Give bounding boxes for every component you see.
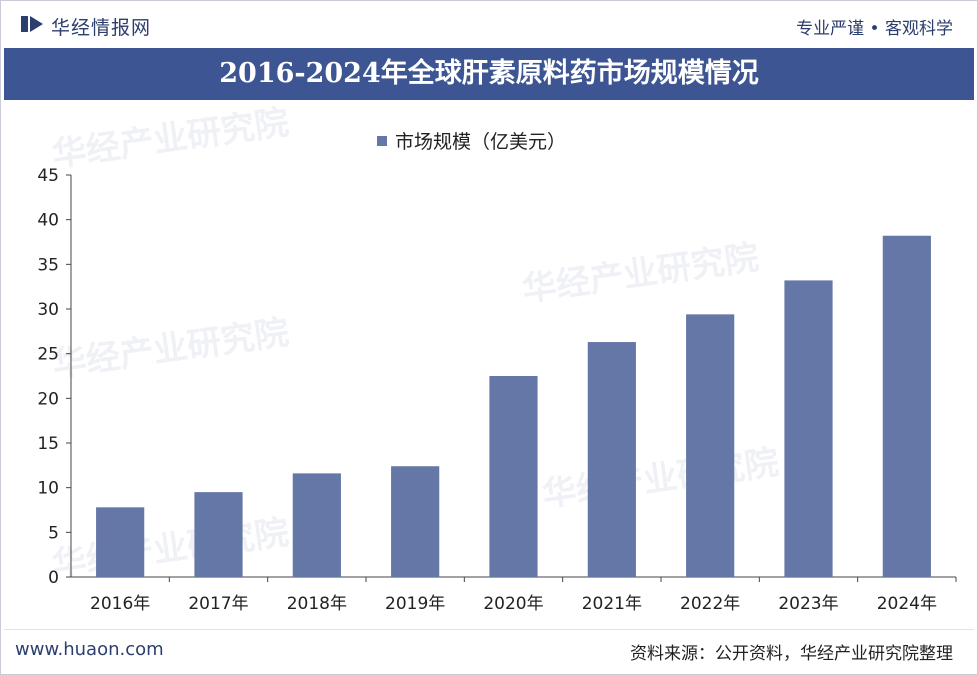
y-tick-label: 35 [37, 255, 59, 275]
axis-layer: 0 5 10 15 20 25 30 35 40 45 2016年 2017年 2018年 2019年 20… [37, 166, 957, 614]
y-tick-label: 25 [37, 345, 59, 365]
x-tick-label: 2016年 [90, 594, 150, 614]
x-tick-label: 2022年 [680, 594, 740, 614]
bar-2023年 [784, 280, 833, 577]
x-tick-label: 2021年 [582, 594, 642, 614]
chart-title: 2016-2024年全球肝素原料药市场规模情况 [219, 58, 759, 89]
x-tick-label: 2018年 [287, 594, 347, 614]
bar-2021年 [587, 342, 636, 577]
x-tick-label: 2023年 [778, 594, 838, 614]
y-tick-label: 40 [37, 211, 59, 231]
bar-2016年 [96, 507, 145, 577]
y-tick-label: 30 [37, 300, 59, 320]
y-tick-label: 45 [37, 166, 59, 186]
y-tick-label: 5 [48, 523, 59, 543]
x-tick-label: 2019年 [385, 594, 445, 614]
bar-2022年 [686, 314, 735, 577]
top-bar: 华经情报网 专业严谨 • 客观科学 [1, 1, 977, 45]
legend-label: 市场规模（亿美元） [395, 131, 567, 153]
y-tick-label: 15 [37, 434, 59, 454]
chart-legend: 市场规模（亿美元） [377, 127, 566, 154]
footer-source: 资料来源：公开资料，华经产业研究院整理 [630, 644, 953, 664]
huajing-logo-icon [21, 16, 43, 32]
bar-2024年 [882, 235, 931, 577]
y-tick-label: 0 [48, 568, 59, 588]
bar-2017年 [194, 492, 243, 577]
x-tick-label: 2017年 [188, 594, 248, 614]
y-tick-label: 10 [37, 479, 59, 499]
y-tick-label: 20 [37, 389, 59, 409]
brand-name: 华经情报网 [51, 17, 152, 39]
bar-2019年 [391, 466, 440, 577]
bar-chart: 0 5 10 15 20 25 30 35 40 45 2016年 2017年 2018年 2019年 20… [37, 166, 957, 614]
x-tick-label: 2020年 [483, 594, 543, 614]
footer-divider [4, 629, 974, 630]
bar-2018年 [292, 473, 341, 577]
title-bar: 2016-2024年全球肝素原料药市场规模情况 [4, 48, 974, 100]
slogan: 专业严谨 • 客观科学 [796, 19, 953, 39]
x-tick-label: 2024年 [877, 594, 937, 614]
bar-2020年 [489, 376, 538, 577]
bar-layer [96, 235, 931, 577]
footer-website: www.huaon.com [15, 639, 164, 660]
legend-swatch [377, 136, 387, 146]
